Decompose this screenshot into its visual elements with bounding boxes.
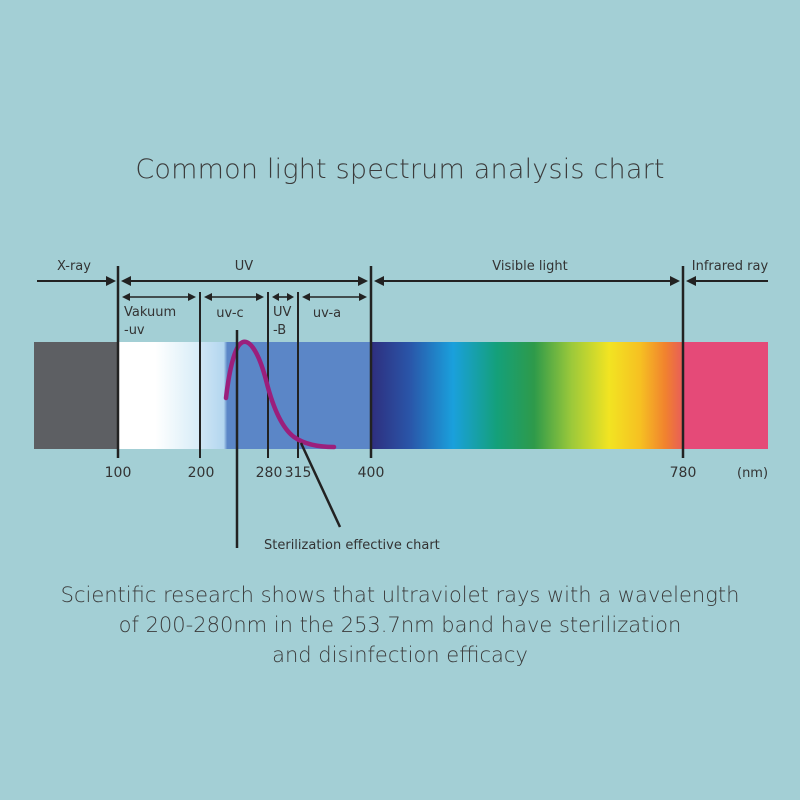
curve-label: Sterilization effective chart	[264, 538, 440, 553]
caption: Scientific research shows that ultraviol…	[40, 580, 760, 670]
uvc-arrowhead-right	[256, 293, 264, 301]
page-title: Common light spectrum analysis chart	[135, 154, 665, 185]
infrared-arrowhead	[686, 276, 696, 286]
uv-arrowhead-right	[358, 276, 368, 286]
infrared-segment	[684, 342, 768, 449]
uva-arrowhead-right	[359, 293, 367, 301]
caption-line-2: of 200-280nm in the 253.7nm band have st…	[118, 613, 682, 637]
tick-280: 280	[256, 465, 283, 481]
uvb-label-line2: -B	[273, 323, 286, 338]
xray-segment	[34, 342, 119, 449]
caption-line-3: and disinfection efficacy	[272, 643, 528, 667]
tick-400: 400	[358, 465, 385, 481]
tick-100: 100	[105, 465, 132, 481]
visible-segment	[372, 342, 684, 449]
uvb-label-line1: UV	[273, 305, 292, 320]
uvb-uva-segment	[268, 342, 372, 449]
vakuum-label-line1: Vakuum	[124, 305, 176, 320]
caption-line-1: Scientific research shows that ultraviol…	[60, 583, 740, 607]
visible-arrowhead-right	[670, 276, 680, 286]
uvc-label: uv-c	[216, 306, 243, 321]
uv-arrowhead-left	[121, 276, 131, 286]
vakuum-uv-segment	[119, 342, 200, 449]
uvb-arrowhead-left	[272, 293, 279, 301]
uv-label: UV	[235, 259, 254, 274]
tick-780: 780	[670, 465, 697, 481]
unit-label: (nm)	[737, 466, 768, 481]
xray-label: X-ray	[57, 259, 91, 274]
uvb-arrowhead-right	[287, 293, 294, 301]
visible-arrowhead-left	[374, 276, 384, 286]
vakuum-arrowhead-right	[188, 293, 196, 301]
tick-315: 315	[285, 465, 312, 481]
tick-200: 200	[188, 465, 215, 481]
vakuum-arrowhead-left	[122, 293, 130, 301]
sterilization-curve	[223, 339, 337, 450]
uva-arrowhead-left	[302, 293, 310, 301]
vakuum-label-line2: -uv	[124, 323, 145, 338]
infrared-label: Infrared ray	[692, 259, 769, 274]
curve-pointer-line	[299, 442, 342, 528]
xray-arrowhead	[106, 276, 116, 286]
uvc-arrowhead-left	[204, 293, 212, 301]
uva-label: uv-a	[313, 306, 341, 321]
visible-label: Visible light	[492, 259, 567, 274]
